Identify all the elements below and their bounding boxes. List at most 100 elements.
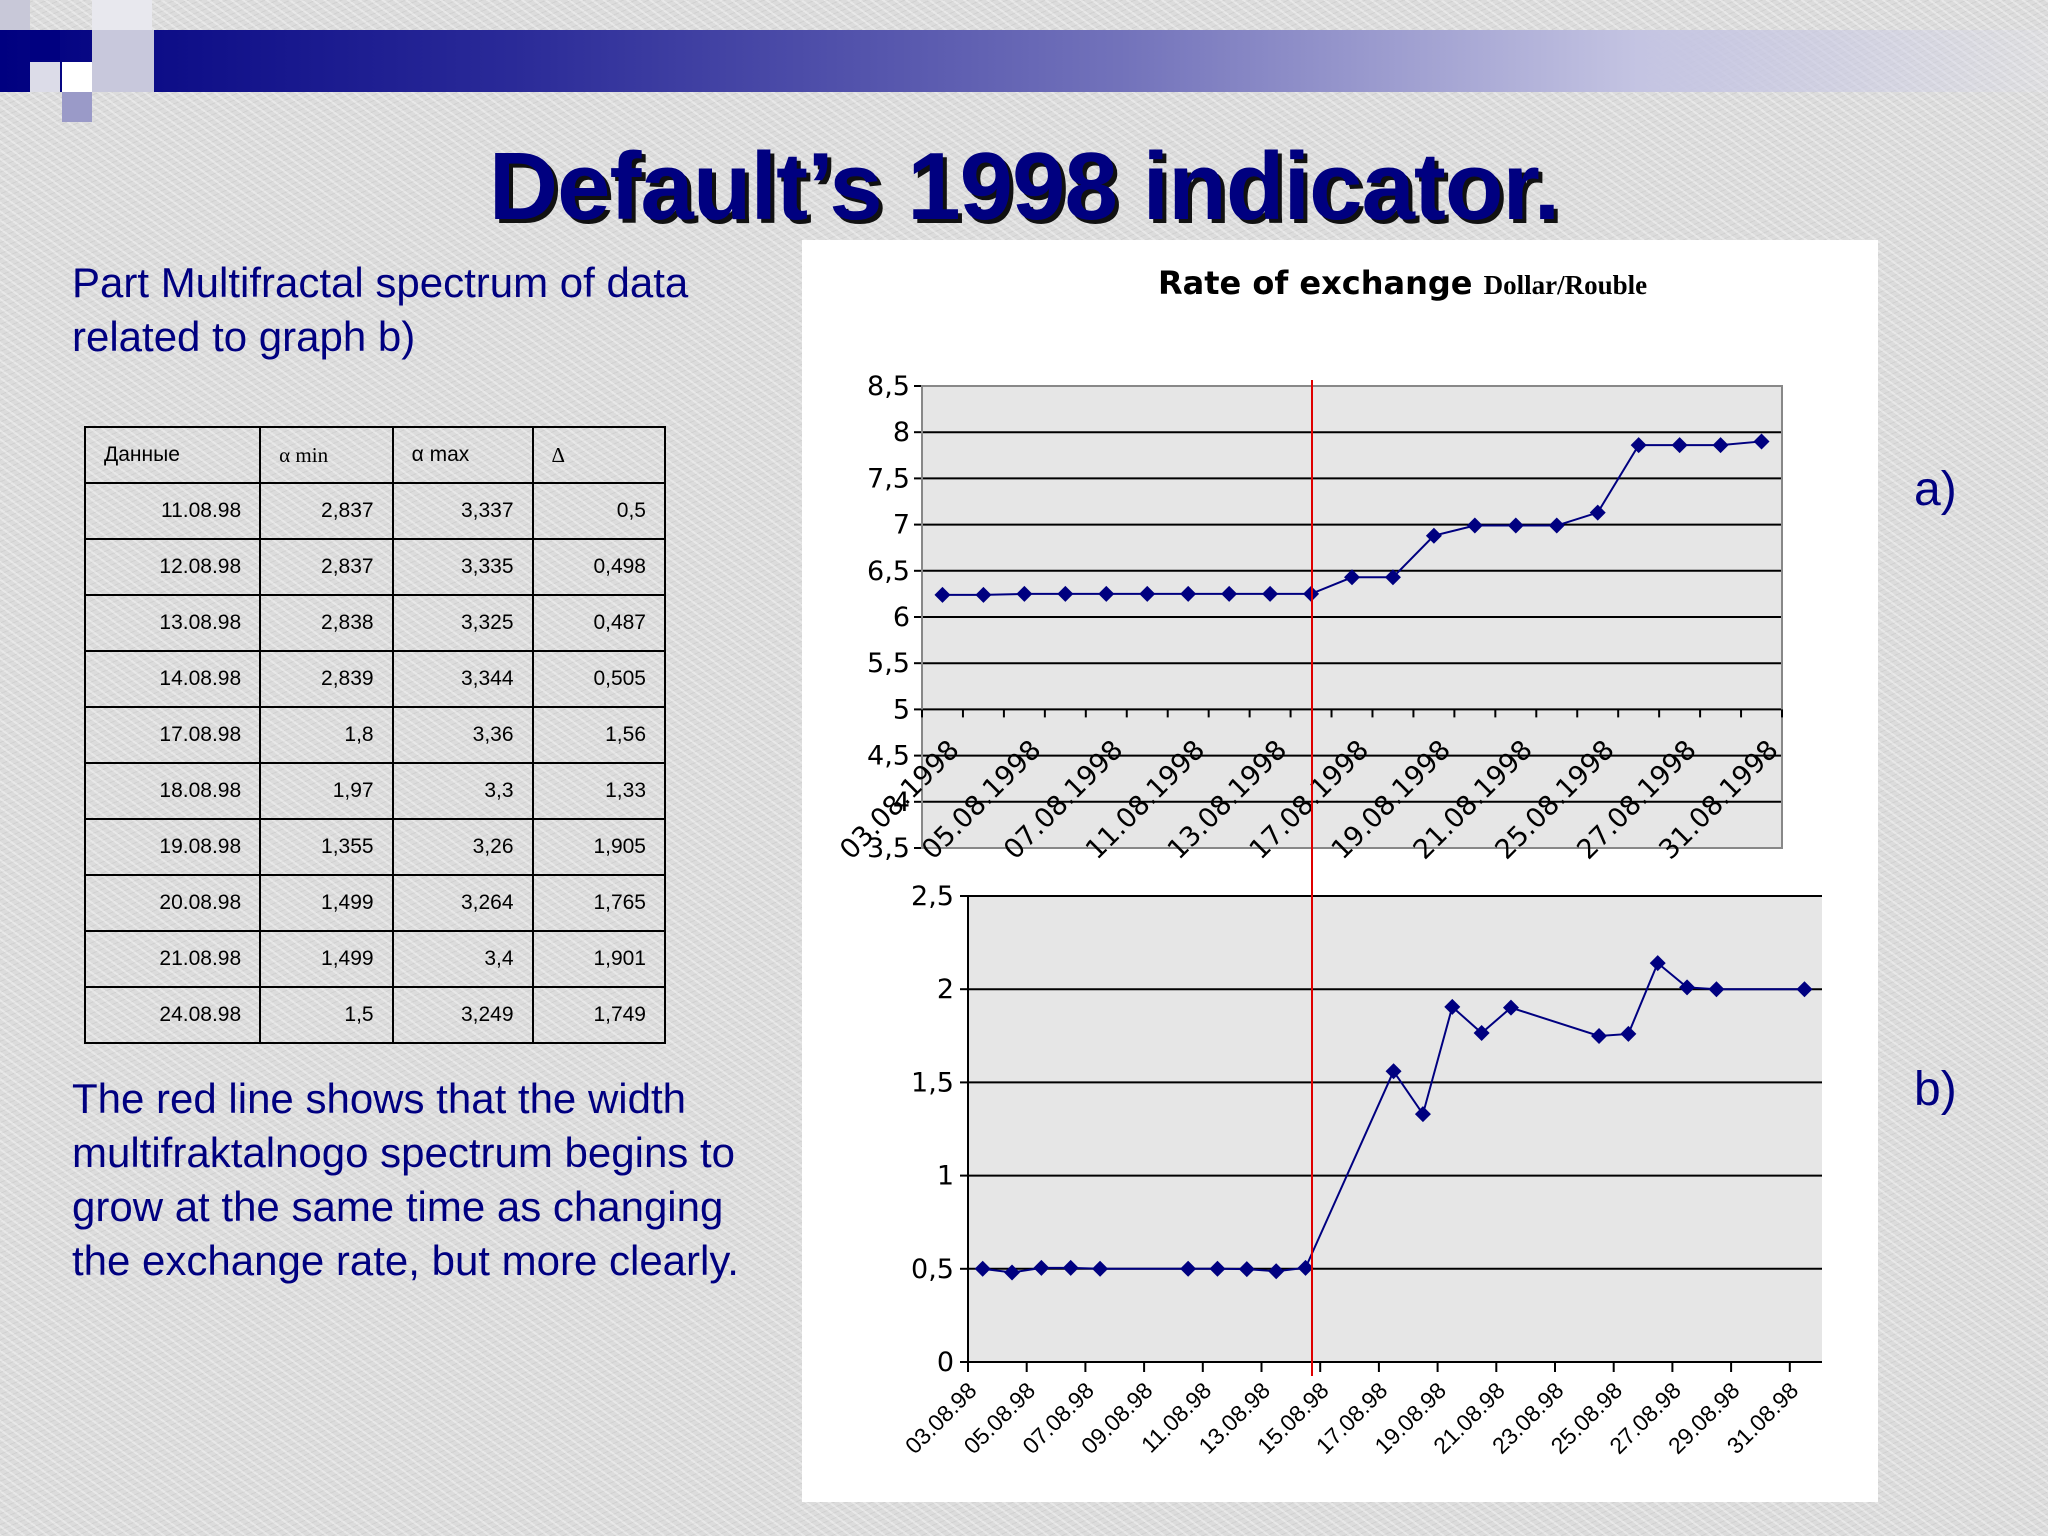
table-cell: 3,325 [391, 594, 534, 652]
chart-a-ytick-label: 7 [893, 510, 910, 541]
data-point-marker [1098, 585, 1115, 602]
decor-square [30, 62, 60, 92]
slide-title: Default’s 1998 indicator. [488, 133, 1561, 240]
chart-a-ytick-label: 7,5 [867, 463, 910, 494]
table-row: 13.08.98 2,838 3,325 0,487 [83, 594, 667, 652]
table-row: 21.08.98 1,499 3,4 1,901 [83, 930, 667, 988]
data-point-marker [1620, 1025, 1637, 1042]
conclusion-text: The red line shows that the width multif… [72, 1075, 739, 1284]
chart-a-ytick-label: 5,5 [867, 648, 910, 679]
data-point-marker [1139, 585, 1156, 602]
data-point-marker [1297, 1259, 1314, 1276]
table-cell: 1,355 [259, 818, 394, 876]
chart-b-ytick-label: 2,5 [911, 881, 954, 912]
table-cell: 21.08.98 [83, 930, 262, 988]
data-point-marker [1262, 585, 1279, 602]
data-point-marker [1033, 1259, 1050, 1276]
table-header-cell: α min [259, 426, 394, 484]
data-point-marker [1753, 433, 1770, 450]
data-point-marker [1507, 517, 1524, 534]
table-body: 11.08.98 2,837 3,337 0,5 12.08.98 2,837 3,335 0… [83, 482, 667, 1044]
table-cell: 1,765 [531, 874, 667, 932]
chart-b-plot-area [968, 896, 1822, 1362]
chart-title-main: Rate of exchange [1158, 264, 1473, 302]
data-point-marker [1344, 569, 1360, 586]
table-cell: 3,249 [391, 986, 534, 1044]
data-point-marker [1591, 1027, 1608, 1044]
chart-a-ytick-label: 8 [893, 417, 910, 448]
decor-square [92, 0, 152, 30]
table-cell: 3,36 [391, 706, 534, 764]
table-cell: 3,335 [391, 538, 534, 596]
decor-square [92, 30, 154, 92]
table-cell: 2,837 [259, 538, 394, 596]
table-cell: 3,344 [391, 650, 534, 708]
table-cell: 2,839 [259, 650, 394, 708]
chart-a-ytick-label: 6 [893, 602, 910, 633]
table-cell: 1,56 [531, 706, 667, 764]
intro-text: Part Multifractal spectrum of data relat… [72, 259, 689, 360]
table-cell: 1,33 [531, 762, 667, 820]
table-cell: 0,505 [531, 650, 667, 708]
data-point-marker [1473, 1025, 1490, 1042]
table-row: 19.08.98 1,355 3,26 1,905 [83, 818, 667, 876]
chart-b-ytick-label: 0 [937, 1347, 954, 1378]
data-point-marker [1268, 1263, 1285, 1280]
data-point-marker [975, 586, 992, 603]
decor-square [62, 92, 92, 122]
table-cell: 2,837 [259, 482, 394, 540]
chart-subtitle: Dollar/Rouble [1483, 270, 1648, 300]
table-cell: 1,8 [259, 706, 394, 764]
data-point-marker [1384, 569, 1401, 586]
chart-b-ytick-label: 0,5 [911, 1254, 954, 1285]
chart-a-plot-border [921, 385, 1783, 849]
table-row: 14.08.98 2,839 3,344 0,505 [83, 650, 667, 708]
table-cell: 1,97 [259, 762, 394, 820]
table-cell: 1,499 [259, 874, 394, 932]
data-point-marker [1630, 437, 1647, 454]
chart-a-ytick-label: 5 [893, 694, 910, 725]
chart-title: Rate of exchange Dollar/Rouble [1158, 264, 1647, 302]
chart-a-ytick-label: 8,5 [867, 371, 910, 402]
table-cell: 17.08.98 [83, 706, 262, 764]
data-point-marker [1708, 981, 1725, 998]
data-point-marker [1502, 999, 1519, 1016]
data-point-marker [1209, 1260, 1226, 1277]
data-point-marker [1425, 527, 1442, 544]
data-point-marker [1679, 979, 1696, 996]
table-cell: 20.08.98 [83, 874, 262, 932]
data-point-marker [1016, 585, 1033, 602]
table-header-row: Данные α min α max Δ [83, 426, 667, 484]
chart-b-ytick-label: 1,5 [911, 1067, 954, 1098]
table-cell: 18.08.98 [83, 762, 262, 820]
table-cell: 0,5 [531, 482, 667, 540]
spectrum-table: Данные α min α max Δ 11.08.98 2,837 3,337 0… [83, 426, 667, 1044]
table-row: 11.08.98 2,837 3,337 0,5 [83, 482, 667, 540]
table-row: 17.08.98 1,8 3,36 1,56 [83, 706, 667, 764]
table-cell: 1,901 [531, 930, 667, 988]
table-cell: 3,337 [391, 482, 534, 540]
table-row: 20.08.98 1,499 3,264 1,765 [83, 874, 667, 932]
data-point-marker [1444, 998, 1461, 1015]
table-cell: 3,26 [391, 818, 534, 876]
data-point-marker [1649, 955, 1666, 972]
data-point-marker [1466, 517, 1483, 534]
chart-a-ytick-label: 3,5 [867, 833, 910, 864]
table-cell: 0,498 [531, 538, 667, 596]
data-point-marker [1180, 585, 1197, 602]
table-cell: 11.08.98 [83, 482, 262, 540]
data-point-marker [1589, 504, 1606, 521]
table-cell: 1,499 [259, 930, 394, 988]
table-cell: 19.08.98 [83, 818, 262, 876]
data-point-marker [1004, 1264, 1021, 1281]
table-cell: 0,487 [531, 594, 667, 652]
chart-a-ytick-label: 4,5 [867, 741, 910, 772]
chart-a-label: a) [1914, 463, 1957, 516]
data-point-marker [1671, 437, 1688, 454]
chart-b-label: b) [1914, 1063, 1957, 1116]
data-point-marker [934, 586, 951, 603]
data-point-marker [1057, 585, 1074, 602]
table-cell: 1,5 [259, 986, 394, 1044]
table-cell: 1,749 [531, 986, 667, 1044]
